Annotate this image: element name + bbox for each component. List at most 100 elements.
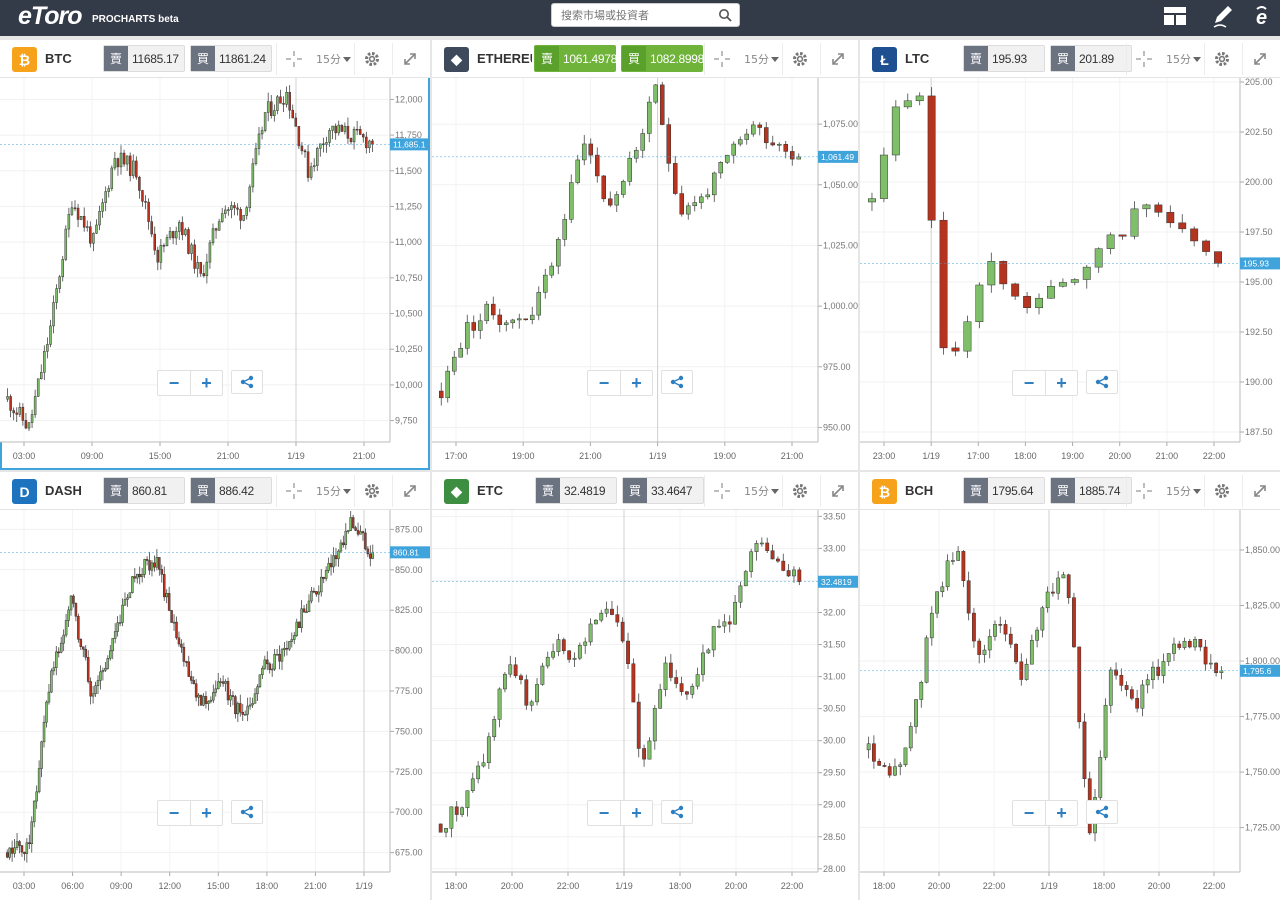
candle <box>197 692 200 707</box>
etoro-icon[interactable]: e <box>1254 3 1280 29</box>
candle <box>866 736 871 759</box>
crosshair-button[interactable] <box>1126 475 1160 507</box>
buy-price-box[interactable]: 買 1885.74 <box>1050 477 1132 504</box>
sell-price-box[interactable]: 賣 1795.64 <box>963 477 1045 504</box>
buy-price-box[interactable]: 買 33.4647 <box>622 477 704 504</box>
candle <box>674 669 679 689</box>
expand-button[interactable] <box>820 43 854 75</box>
expand-button[interactable] <box>820 475 854 507</box>
zoom-out-button[interactable]: − <box>168 802 180 823</box>
zoom-in-button[interactable]: + <box>1045 371 1077 395</box>
share-button[interactable] <box>231 370 263 394</box>
crosshair-button[interactable] <box>276 43 310 75</box>
chart-panel-dash[interactable]: D DASH 賣 860.81 買 886.42 15分 875.00 850.00 825.00… <box>0 472 430 900</box>
candle <box>224 679 227 692</box>
crosshair-button[interactable] <box>704 475 738 507</box>
candle <box>46 337 49 359</box>
buy-price-box[interactable]: 買 11861.24 <box>190 45 272 72</box>
sell-price-box[interactable]: 賣 1061.4978 <box>534 45 617 72</box>
zoom-out-button[interactable]: − <box>598 802 610 823</box>
candle <box>119 145 123 175</box>
sell-price-box[interactable]: 賣 860.81 <box>103 477 185 504</box>
buy-price-box[interactable]: 買 201.89 <box>1050 45 1132 72</box>
candlestick-chart[interactable]: 12,000 11,750 11,500 11,250 11,000 10,750 10,5… <box>0 78 430 470</box>
chart-panel-ltc[interactable]: Ł LTC 賣 195.93 買 201.89 15分 205.00 202.50 200.00 1… <box>860 40 1280 470</box>
timeframe-dropdown[interactable]: 15分 <box>1166 483 1201 499</box>
zoom-out-button[interactable]: − <box>598 372 610 393</box>
timeframe-dropdown[interactable]: 15分 <box>744 483 779 499</box>
candle <box>256 684 259 702</box>
expand-button[interactable] <box>392 475 426 507</box>
y-tick-label: 1,750.00 <box>1245 767 1280 777</box>
share-button[interactable] <box>661 800 693 824</box>
expand-button[interactable] <box>1242 43 1276 75</box>
y-tick-label: 950.00 <box>823 422 851 432</box>
buy-price-box[interactable]: 買 886.42 <box>190 477 272 504</box>
candle <box>278 645 281 670</box>
candle <box>977 638 982 664</box>
candle <box>165 234 169 247</box>
crosshair-button[interactable] <box>1126 43 1160 75</box>
candle <box>339 539 343 554</box>
crosshair-button[interactable] <box>276 475 310 507</box>
settings-button[interactable] <box>782 475 816 507</box>
zoom-controls: − + <box>1012 800 1118 826</box>
settings-button[interactable] <box>782 43 816 75</box>
symbol-label: ETC <box>477 483 503 498</box>
zoom-in-button[interactable]: + <box>620 801 652 825</box>
candle <box>497 687 502 728</box>
candle <box>945 554 950 591</box>
zoom-in-button[interactable]: + <box>190 371 222 395</box>
sell-price: 860.81 <box>132 484 167 498</box>
candlestick-chart[interactable]: 33.5033.0032.5032.0031.5031.0030.5030.00… <box>432 510 858 900</box>
chart-panel-bch[interactable]: ₿ BCH 賣 1795.64 買 1885.74 15分 1,850.00 1,825.00 1… <box>860 472 1280 900</box>
share-button[interactable] <box>1086 370 1118 394</box>
settings-button[interactable] <box>1204 43 1238 75</box>
layout-icon[interactable] <box>1162 3 1188 29</box>
share-button[interactable] <box>231 800 263 824</box>
chart-panel-etc[interactable]: ◆ETC賣32.4819買33.464715分33.5033.0032.5032… <box>432 472 858 900</box>
settings-button[interactable] <box>354 475 388 507</box>
candle <box>107 185 110 198</box>
candle <box>877 758 882 766</box>
settings-button[interactable] <box>1204 475 1238 507</box>
timeframe-dropdown[interactable]: 15分 <box>744 51 779 67</box>
expand-button[interactable] <box>392 43 426 75</box>
buy-price-box[interactable]: 買 1082.8998 <box>621 45 704 72</box>
sell-price-box[interactable]: 賣 32.4819 <box>535 477 617 504</box>
sell-price-box[interactable]: 賣 195.93 <box>963 45 1045 72</box>
candlestick-chart[interactable]: 205.00 202.50 200.00 197.50 195.00 192.50 190.… <box>860 78 1280 470</box>
candle <box>229 689 232 707</box>
zoom-out-button[interactable]: − <box>168 372 180 393</box>
candlestick-chart[interactable]: 1,075.00 1,050.00 1,025.00 1,000.00 975.00 95… <box>432 78 858 470</box>
share-button[interactable] <box>1086 800 1118 824</box>
sell-price-box[interactable]: 賣 11685.17 <box>103 45 185 72</box>
zoom-in-button[interactable]: + <box>620 371 652 395</box>
search-box[interactable] <box>551 3 740 27</box>
settings-button[interactable] <box>354 43 388 75</box>
crosshair-button[interactable] <box>704 43 738 75</box>
candle <box>366 546 370 558</box>
zoom-in-button[interactable]: + <box>190 801 222 825</box>
candle <box>297 126 301 150</box>
share-button[interactable] <box>661 370 693 394</box>
candle <box>358 125 362 136</box>
zoom-in-button[interactable]: + <box>1045 801 1077 825</box>
pen-icon[interactable] <box>1210 3 1236 29</box>
timeframe-dropdown[interactable]: 15分 <box>316 483 351 499</box>
expand-button[interactable] <box>1242 475 1276 507</box>
etoro-logo[interactable]: eToro <box>18 2 83 30</box>
candle <box>561 637 566 655</box>
zoom-out-button[interactable]: − <box>1023 372 1035 393</box>
search-icon[interactable] <box>718 8 732 22</box>
search-input[interactable] <box>552 4 702 26</box>
chart-panel-btc[interactable]: ₿ BTC 賣 11685.17 買 11861.24 15分 12,000 11,750 11,… <box>0 40 430 470</box>
timeframe-dropdown[interactable]: 15分 <box>1166 51 1201 67</box>
candlestick-chart[interactable]: 1,850.00 1,825.00 1,800.00 1,775.00 1,750.00… <box>860 510 1280 900</box>
zoom-out-button[interactable]: − <box>1023 802 1035 823</box>
candlestick-chart[interactable]: 875.00 850.00 825.00 800.00 775.00 750.00 725.… <box>0 510 430 900</box>
timeframe-dropdown[interactable]: 15分 <box>316 51 351 67</box>
chart-panel-ethereum[interactable]: ◆ ETHEREUM賣 1061.4978 買 1082.8998 15分 1,075.00… <box>432 40 858 470</box>
candle <box>246 697 249 722</box>
candle <box>79 215 83 221</box>
